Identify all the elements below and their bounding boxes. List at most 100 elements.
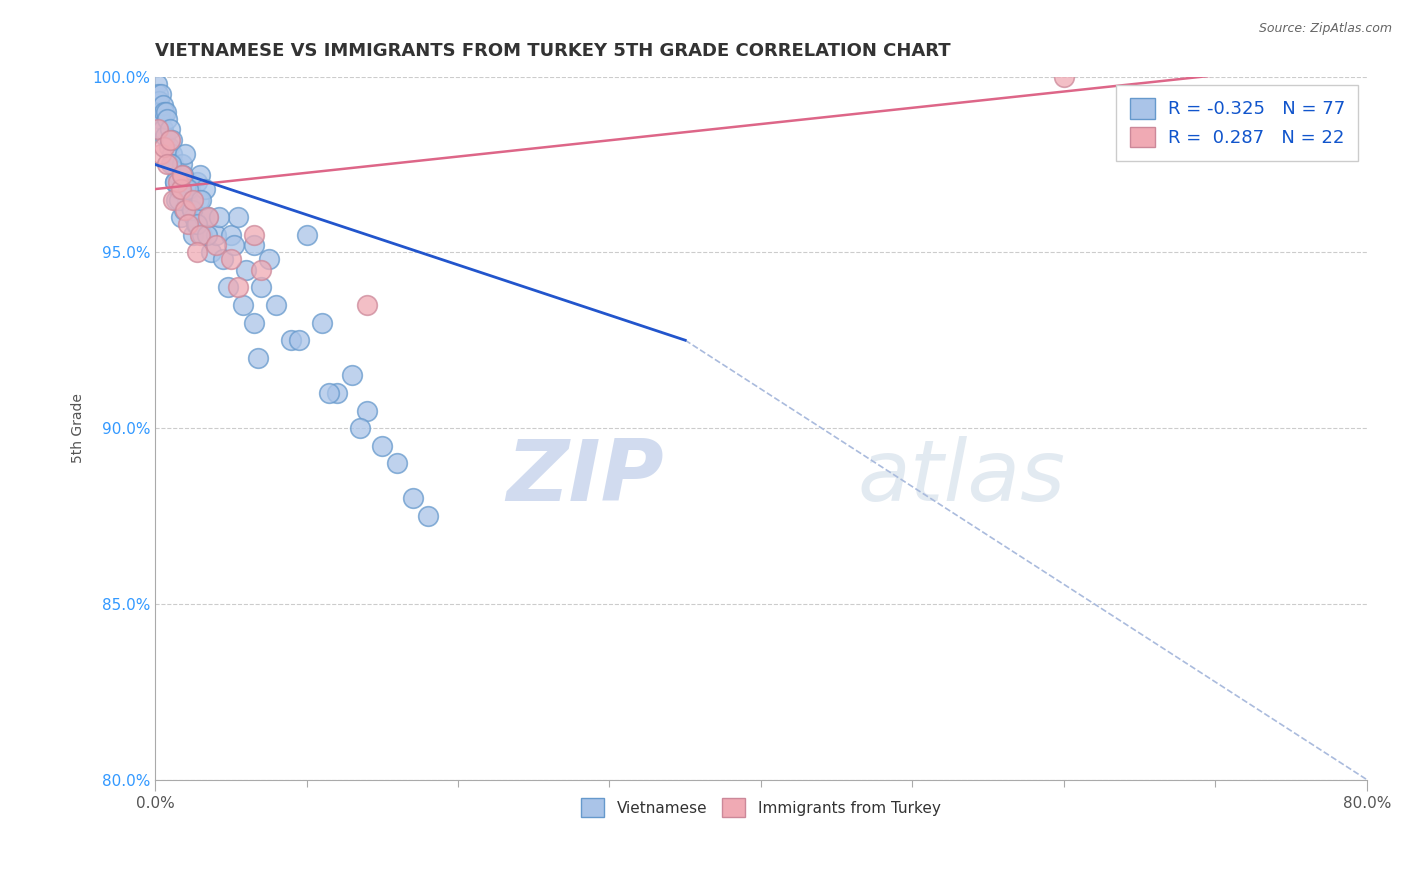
Point [162, 133, 184, 147]
Point [197, 210, 219, 224]
Point [160, 157, 183, 171]
Point [162, 157, 184, 171]
Point [177, 217, 200, 231]
Legend: Vietnamese, Immigrants from Turkey: Vietnamese, Immigrants from Turkey [574, 791, 948, 825]
Point [195, 227, 218, 242]
Point [181, 193, 204, 207]
Text: atlas: atlas [858, 436, 1066, 519]
Point [190, 193, 212, 207]
Point [371, 439, 394, 453]
Point [179, 182, 201, 196]
Point [242, 227, 264, 242]
Point [200, 245, 222, 260]
Point [166, 175, 188, 189]
Point [181, 203, 204, 218]
Point [172, 168, 194, 182]
Point [167, 193, 190, 207]
Point [356, 298, 378, 312]
Point [184, 217, 207, 231]
Point [153, 129, 176, 144]
Point [190, 227, 212, 242]
Point [165, 193, 187, 207]
Point [311, 316, 333, 330]
Point [159, 133, 181, 147]
Point [257, 252, 280, 267]
Point [264, 298, 287, 312]
Point [146, 87, 169, 102]
Point [177, 175, 200, 189]
Point [194, 182, 217, 196]
Point [1053, 70, 1076, 84]
Point [318, 386, 340, 401]
Point [170, 210, 193, 224]
Point [180, 200, 202, 214]
Point [172, 157, 194, 171]
Point [242, 316, 264, 330]
Point [153, 104, 176, 119]
Point [149, 104, 172, 119]
Point [280, 333, 302, 347]
Point [181, 227, 204, 242]
Point [183, 210, 205, 224]
Point [204, 227, 226, 242]
Point [156, 157, 179, 171]
Point [176, 193, 198, 207]
Point [242, 238, 264, 252]
Point [173, 203, 195, 218]
Point [188, 193, 211, 207]
Point [174, 203, 197, 218]
Point [150, 147, 173, 161]
Point [146, 122, 169, 136]
Point [174, 147, 197, 161]
Point [193, 210, 215, 224]
Point [176, 182, 198, 196]
Point [222, 238, 245, 252]
Point [149, 112, 172, 126]
Point [416, 508, 439, 523]
Text: VIETNAMESE VS IMMIGRANTS FROM TURKEY 5TH GRADE CORRELATION CHART: VIETNAMESE VS IMMIGRANTS FROM TURKEY 5TH… [155, 42, 950, 60]
Point [156, 112, 179, 126]
Point [219, 252, 242, 267]
Point [326, 386, 349, 401]
Point [204, 238, 226, 252]
Text: Source: ZipAtlas.com: Source: ZipAtlas.com [1258, 22, 1392, 36]
Point [247, 351, 270, 365]
Point [170, 182, 193, 196]
Point [163, 175, 186, 189]
Point [186, 175, 208, 189]
Point [152, 122, 174, 136]
Point [153, 140, 176, 154]
Point [340, 368, 363, 383]
Point [208, 210, 231, 224]
Point [217, 280, 239, 294]
Point [387, 456, 409, 470]
Point [232, 298, 254, 312]
Point [169, 182, 191, 196]
Point [186, 245, 208, 260]
Point [159, 122, 181, 136]
Point [197, 210, 219, 224]
Point [155, 104, 177, 119]
Y-axis label: 5th Grade: 5th Grade [72, 393, 86, 463]
Point [146, 77, 169, 91]
Point [219, 227, 242, 242]
Text: ZIP: ZIP [506, 436, 664, 519]
Point [150, 87, 173, 102]
Point [356, 403, 378, 417]
Point [212, 252, 235, 267]
Point [160, 147, 183, 161]
Point [148, 94, 170, 108]
Point [250, 263, 273, 277]
Point [172, 168, 194, 182]
Point [186, 217, 208, 231]
Point [349, 421, 371, 435]
Point [157, 140, 180, 154]
Point [166, 168, 188, 182]
Point [288, 333, 311, 347]
Point [162, 193, 184, 207]
Point [191, 227, 214, 242]
Point [152, 97, 174, 112]
Point [401, 491, 423, 506]
Point [295, 227, 318, 242]
Point [190, 168, 212, 182]
